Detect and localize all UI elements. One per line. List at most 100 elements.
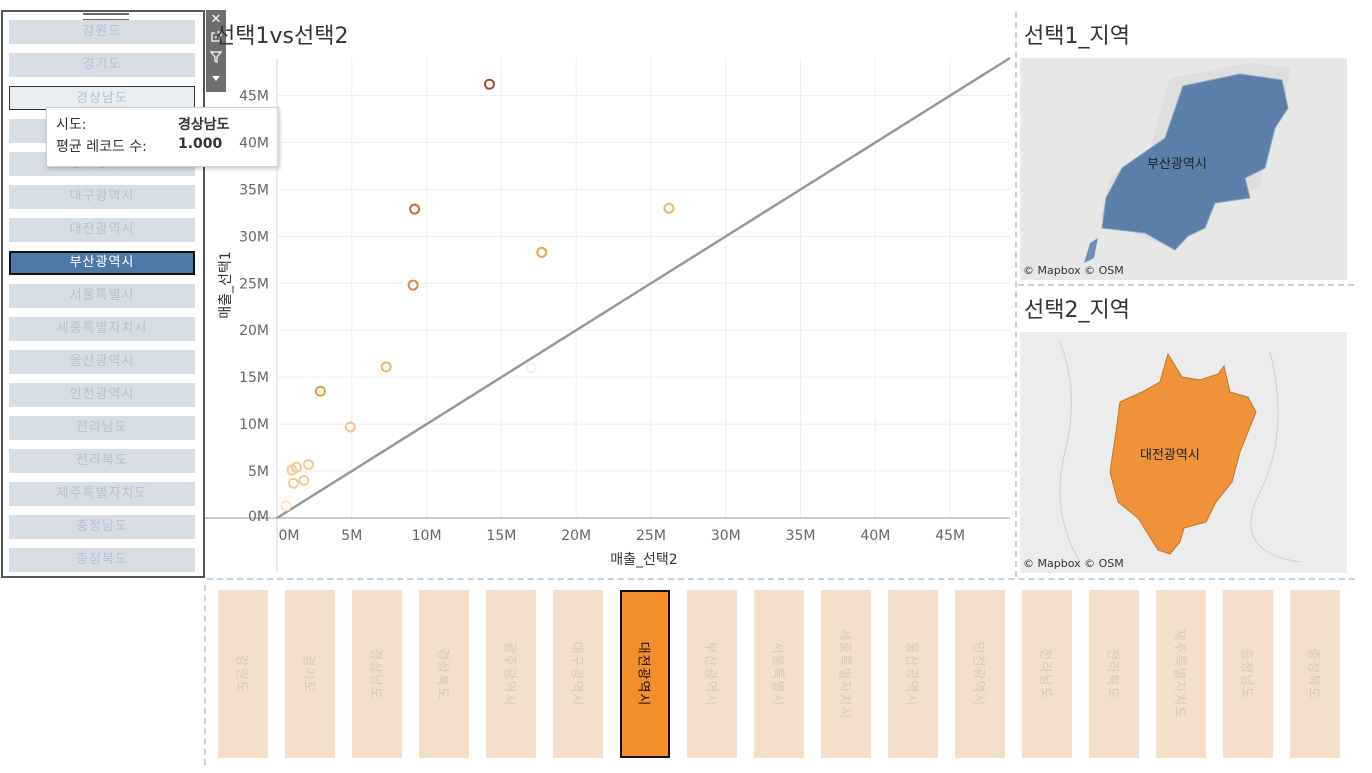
data-point xyxy=(298,474,310,486)
hover-tooltip: 시도: 경상남도 평균 레코드 수: 1.000 xyxy=(46,107,279,167)
selector-item[interactable]: 강원도 xyxy=(218,590,268,758)
selector-item-label: 경상남도 xyxy=(367,648,383,700)
y-tick-label: 25M xyxy=(239,276,269,292)
map1-title: 선택1_지역 xyxy=(1024,24,1130,49)
data-point xyxy=(314,385,326,397)
filter-item[interactable]: 부산광역시 xyxy=(9,251,195,275)
selector-item-label: 강원도 xyxy=(233,654,249,694)
data-point xyxy=(483,78,495,90)
data-point xyxy=(409,203,421,215)
data-point xyxy=(407,279,419,291)
x-tick-label: 45M xyxy=(935,528,965,544)
tooltip-label: 평균 레코드 수: xyxy=(56,139,147,155)
open-new-icon[interactable] xyxy=(206,30,226,50)
map1-region-label: 부산광역시 xyxy=(1147,157,1207,172)
selector-item[interactable]: 인천광역시 xyxy=(955,590,1005,758)
filter-icon[interactable] xyxy=(206,50,226,70)
selector-item-label: 충청북도 xyxy=(1305,648,1321,700)
region-filter-list: 강원도경기도경상남도경상북도광주광역시대구광역시대전광역시부산광역시서울특별시세… xyxy=(9,20,195,581)
scatter-title: 선택1vs선택2 xyxy=(215,24,349,49)
selector-item-label: 대전광역시 xyxy=(635,641,651,707)
y-tick-label: 0M xyxy=(248,509,269,525)
filter-item[interactable]: 전라북도 xyxy=(9,449,195,473)
filter-item[interactable]: 세종특별자치시 xyxy=(9,317,195,341)
data-point xyxy=(287,477,299,489)
data-point xyxy=(280,500,292,512)
filter-item[interactable]: 경기도 xyxy=(9,53,195,77)
y-tick-label: 20M xyxy=(239,323,269,339)
data-point xyxy=(302,458,314,470)
y-tick-label: 35M xyxy=(239,182,269,198)
filter-item[interactable]: 강원도 xyxy=(9,20,195,44)
selector-item[interactable]: 경기도 xyxy=(285,590,335,758)
x-tick-label: 35M xyxy=(786,528,816,544)
selector-item-label: 전라북도 xyxy=(1104,648,1120,700)
filter-item[interactable]: 경상남도 xyxy=(9,86,195,110)
selector-item[interactable]: 대구광역시 xyxy=(553,590,603,758)
selector-item[interactable]: 서울특별시 xyxy=(754,590,804,758)
selector-item-label: 광주광역시 xyxy=(501,641,517,707)
selector-item[interactable]: 전라북도 xyxy=(1089,590,1139,758)
data-point xyxy=(380,361,392,373)
y-tick-label: 30M xyxy=(239,229,269,245)
y-tick-label: 40M xyxy=(239,135,269,151)
data-point xyxy=(344,421,356,433)
selector-item[interactable]: 충청북도 xyxy=(1290,590,1340,758)
map1-view[interactable]: 부산광역시 © Mapbox © OSM xyxy=(1020,58,1347,280)
selector-item-label: 경상북도 xyxy=(434,648,450,700)
selector-item[interactable]: 부산광역시 xyxy=(687,590,737,758)
filter-item[interactable]: 충청남도 xyxy=(9,515,195,539)
selector-item[interactable]: 경상북도 xyxy=(419,590,469,758)
floating-toolbar: ✕ xyxy=(206,10,226,92)
map2-shape xyxy=(1020,332,1347,573)
filter-item[interactable]: 서울특별시 xyxy=(9,284,195,308)
selector-item[interactable]: 전라남도 xyxy=(1022,590,1072,758)
y-tick-label: 45M xyxy=(239,89,269,105)
divider xyxy=(204,585,206,765)
tooltip-label: 시도: xyxy=(56,117,87,133)
map1-shape xyxy=(1020,58,1347,280)
map1-credit: © Mapbox © OSM xyxy=(1023,264,1124,277)
selector-item-label: 전라남도 xyxy=(1037,648,1053,700)
y-tick-label: 15M xyxy=(239,370,269,386)
filter-item[interactable]: 대전광역시 xyxy=(9,218,195,242)
map2-credit: © Mapbox © OSM xyxy=(1023,557,1124,570)
selector-item[interactable]: 경상남도 xyxy=(352,590,402,758)
filter-item[interactable]: 울산광역시 xyxy=(9,350,195,374)
divider xyxy=(1015,12,1017,577)
x-tick-label: 40M xyxy=(860,528,890,544)
data-point xyxy=(536,246,548,258)
close-icon[interactable]: ✕ xyxy=(210,12,222,27)
filter-item[interactable]: 대구광역시 xyxy=(9,185,195,209)
selector-item[interactable]: 제주특별자치도 xyxy=(1156,590,1206,758)
x-tick-label: 20M xyxy=(561,528,591,544)
data-point xyxy=(286,464,298,476)
selector-item-label: 서울특별시 xyxy=(769,641,785,707)
map2-view[interactable]: 대전광역시 © Mapbox © OSM xyxy=(1020,332,1347,573)
x-tick-label: 30M xyxy=(711,528,741,544)
selector-item-label: 제주특별자치도 xyxy=(1171,628,1187,720)
tooltip-value: 경상남도 xyxy=(178,117,230,133)
filter-item[interactable]: 제주특별자치도 xyxy=(9,482,195,506)
selector-item-label: 울산광역시 xyxy=(903,641,919,707)
x-tick-label: 25M xyxy=(636,528,666,544)
y-axis-title: 매출_선택1 xyxy=(218,251,234,318)
selector-item-label: 인천광역시 xyxy=(970,641,986,707)
filter-item[interactable]: 충청북도 xyxy=(9,548,195,572)
divider xyxy=(1018,284,1354,286)
map2-title: 선택2_지역 xyxy=(1024,298,1130,323)
dropdown-arrow-icon[interactable] xyxy=(206,70,226,90)
selector-item[interactable]: 대전광역시 xyxy=(620,590,670,758)
selector-item-label: 세종특별자치시 xyxy=(836,628,852,720)
scatter-chart: 0M 5M 10M 15M 20M 25M 30M 35M 40M 45M 0M 5M 10M 15M 20… xyxy=(205,56,1011,573)
selector-item[interactable]: 울산광역시 xyxy=(888,590,938,758)
y-tick-label: 5M xyxy=(248,464,269,480)
x-axis-title: 매출_선택2 xyxy=(610,552,677,568)
selector-item[interactable]: 광주광역시 xyxy=(486,590,536,758)
selector-item[interactable]: 세종특별자치시 xyxy=(821,590,871,758)
selector-item[interactable]: 충청남도 xyxy=(1223,590,1273,758)
filter-item[interactable]: 인천광역시 xyxy=(9,383,195,407)
filter-item[interactable]: 전라남도 xyxy=(9,416,195,440)
region-selector-bar: 강원도 경기도 경상남도 경상북도 광주광역시 대구광역시 대전광역시 부산광역시 서울특별시 세… xyxy=(218,590,1342,760)
data-point xyxy=(663,202,675,214)
